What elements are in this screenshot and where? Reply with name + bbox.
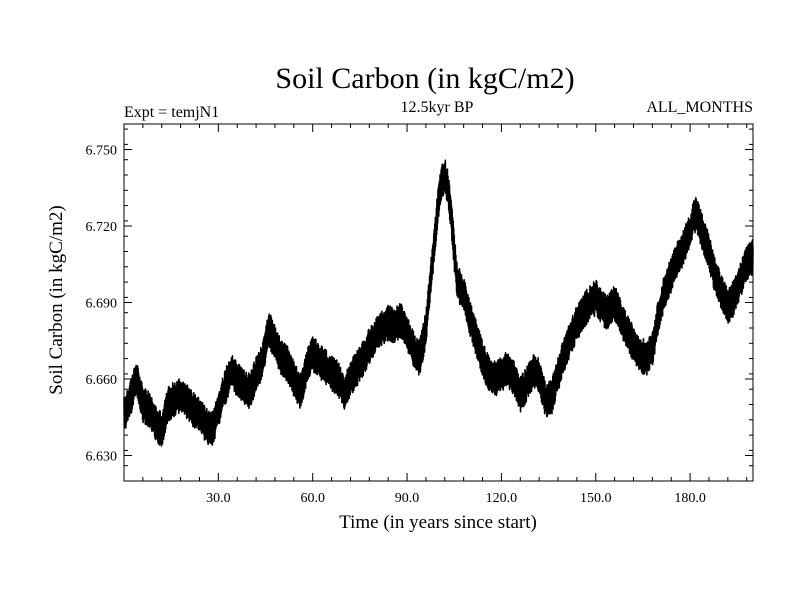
x-axis-label: Time (in years since start) bbox=[339, 512, 537, 533]
axis-ticks: 30.0 60.0 90.0 120.0 150.0 180.0 6.630 6.660 6.6… bbox=[86, 124, 753, 506]
chart-title: Soil Carbon (in kgC/m2) bbox=[275, 62, 574, 95]
y-tick-label: 6.750 bbox=[86, 144, 118, 159]
series-line bbox=[123, 159, 754, 447]
subtitle-right: ALL_MONTHS bbox=[646, 99, 753, 116]
subtitle-center: 12.5kyr BP bbox=[401, 99, 474, 116]
subtitle-left: Expt = temjN1 bbox=[124, 104, 219, 121]
series-group bbox=[123, 159, 754, 447]
y-tick-label: 6.720 bbox=[86, 220, 118, 235]
plot-frame bbox=[123, 123, 754, 482]
x-tick-label: 90.0 bbox=[395, 491, 420, 506]
y-tick-label: 6.630 bbox=[86, 450, 118, 465]
x-tick-label: 180.0 bbox=[674, 491, 706, 506]
x-tick-label: 30.0 bbox=[206, 491, 231, 506]
y-tick-label: 6.690 bbox=[86, 297, 118, 312]
x-tick-label: 150.0 bbox=[580, 491, 612, 506]
x-tick-label: 60.0 bbox=[300, 491, 325, 506]
y-axis-label: Soil Carbon (in kgC/m2) bbox=[46, 205, 67, 394]
x-tick-label: 120.0 bbox=[486, 491, 518, 506]
y-tick-label: 6.660 bbox=[86, 373, 118, 388]
